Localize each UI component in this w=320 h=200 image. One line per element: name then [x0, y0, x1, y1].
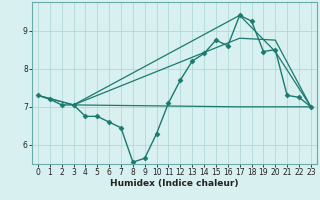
X-axis label: Humidex (Indice chaleur): Humidex (Indice chaleur): [110, 179, 239, 188]
